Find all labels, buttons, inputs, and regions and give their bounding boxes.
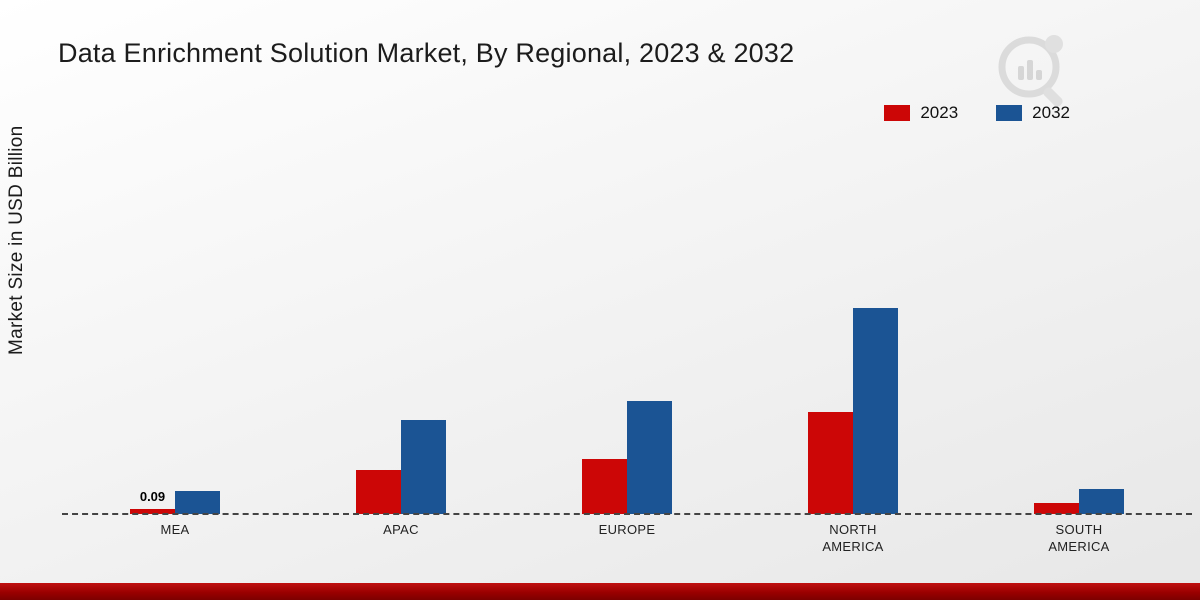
legend-swatch-2032 [996, 105, 1023, 121]
legend: 2023 2032 [884, 103, 1070, 123]
bar-group-mea: 0.09 [62, 160, 288, 514]
market-research-logo-icon [998, 35, 1063, 107]
bar-group-south-america [966, 160, 1192, 514]
bottom-accent-stripe [0, 583, 1200, 600]
bar-group-europe [514, 160, 740, 514]
bar-2032-south-america [1079, 489, 1124, 514]
category-label-north-america: NORTH AMERICA [822, 522, 884, 554]
bar-2023-mea: 0.09 [130, 489, 175, 514]
category-axis-labels: MEA APAC EUROPE NORTH AMERICA SOUTH AMERICA [62, 522, 1192, 556]
bar-2023-europe [582, 459, 627, 514]
chart-area: 0.09 [62, 160, 1192, 515]
x-axis-baseline [62, 513, 1192, 515]
legend-label-2032: 2032 [1032, 103, 1070, 122]
legend-item-2023: 2023 [884, 103, 958, 123]
bar-2023-apac [356, 470, 401, 514]
category-label-europe: EUROPE [598, 522, 656, 537]
category-label-south-america: SOUTH AMERICA [1048, 522, 1110, 554]
legend-item-2032: 2032 [996, 103, 1070, 123]
bar-group-apac [288, 160, 514, 514]
bar-value-label: 0.09 [139, 489, 166, 504]
page-title: Data Enrichment Solution Market, By Regi… [58, 38, 795, 68]
bar-2032-mea [175, 491, 220, 514]
bar-2032-europe [627, 401, 672, 514]
bar-2032-north-america [853, 308, 898, 514]
y-axis-label: Market Size in USD Billion [6, 125, 27, 355]
bar-2023-south-america [1034, 503, 1079, 514]
legend-label-2023: 2023 [920, 103, 959, 122]
category-label-apac: APAC [383, 522, 419, 537]
bar-groups: 0.09 [62, 160, 1192, 514]
bar-2032-apac [401, 420, 446, 514]
category-label-mea: MEA [160, 522, 190, 537]
bar-group-north-america [740, 160, 966, 514]
legend-swatch-2023 [884, 105, 911, 121]
bar-2023-north-america [808, 412, 853, 514]
